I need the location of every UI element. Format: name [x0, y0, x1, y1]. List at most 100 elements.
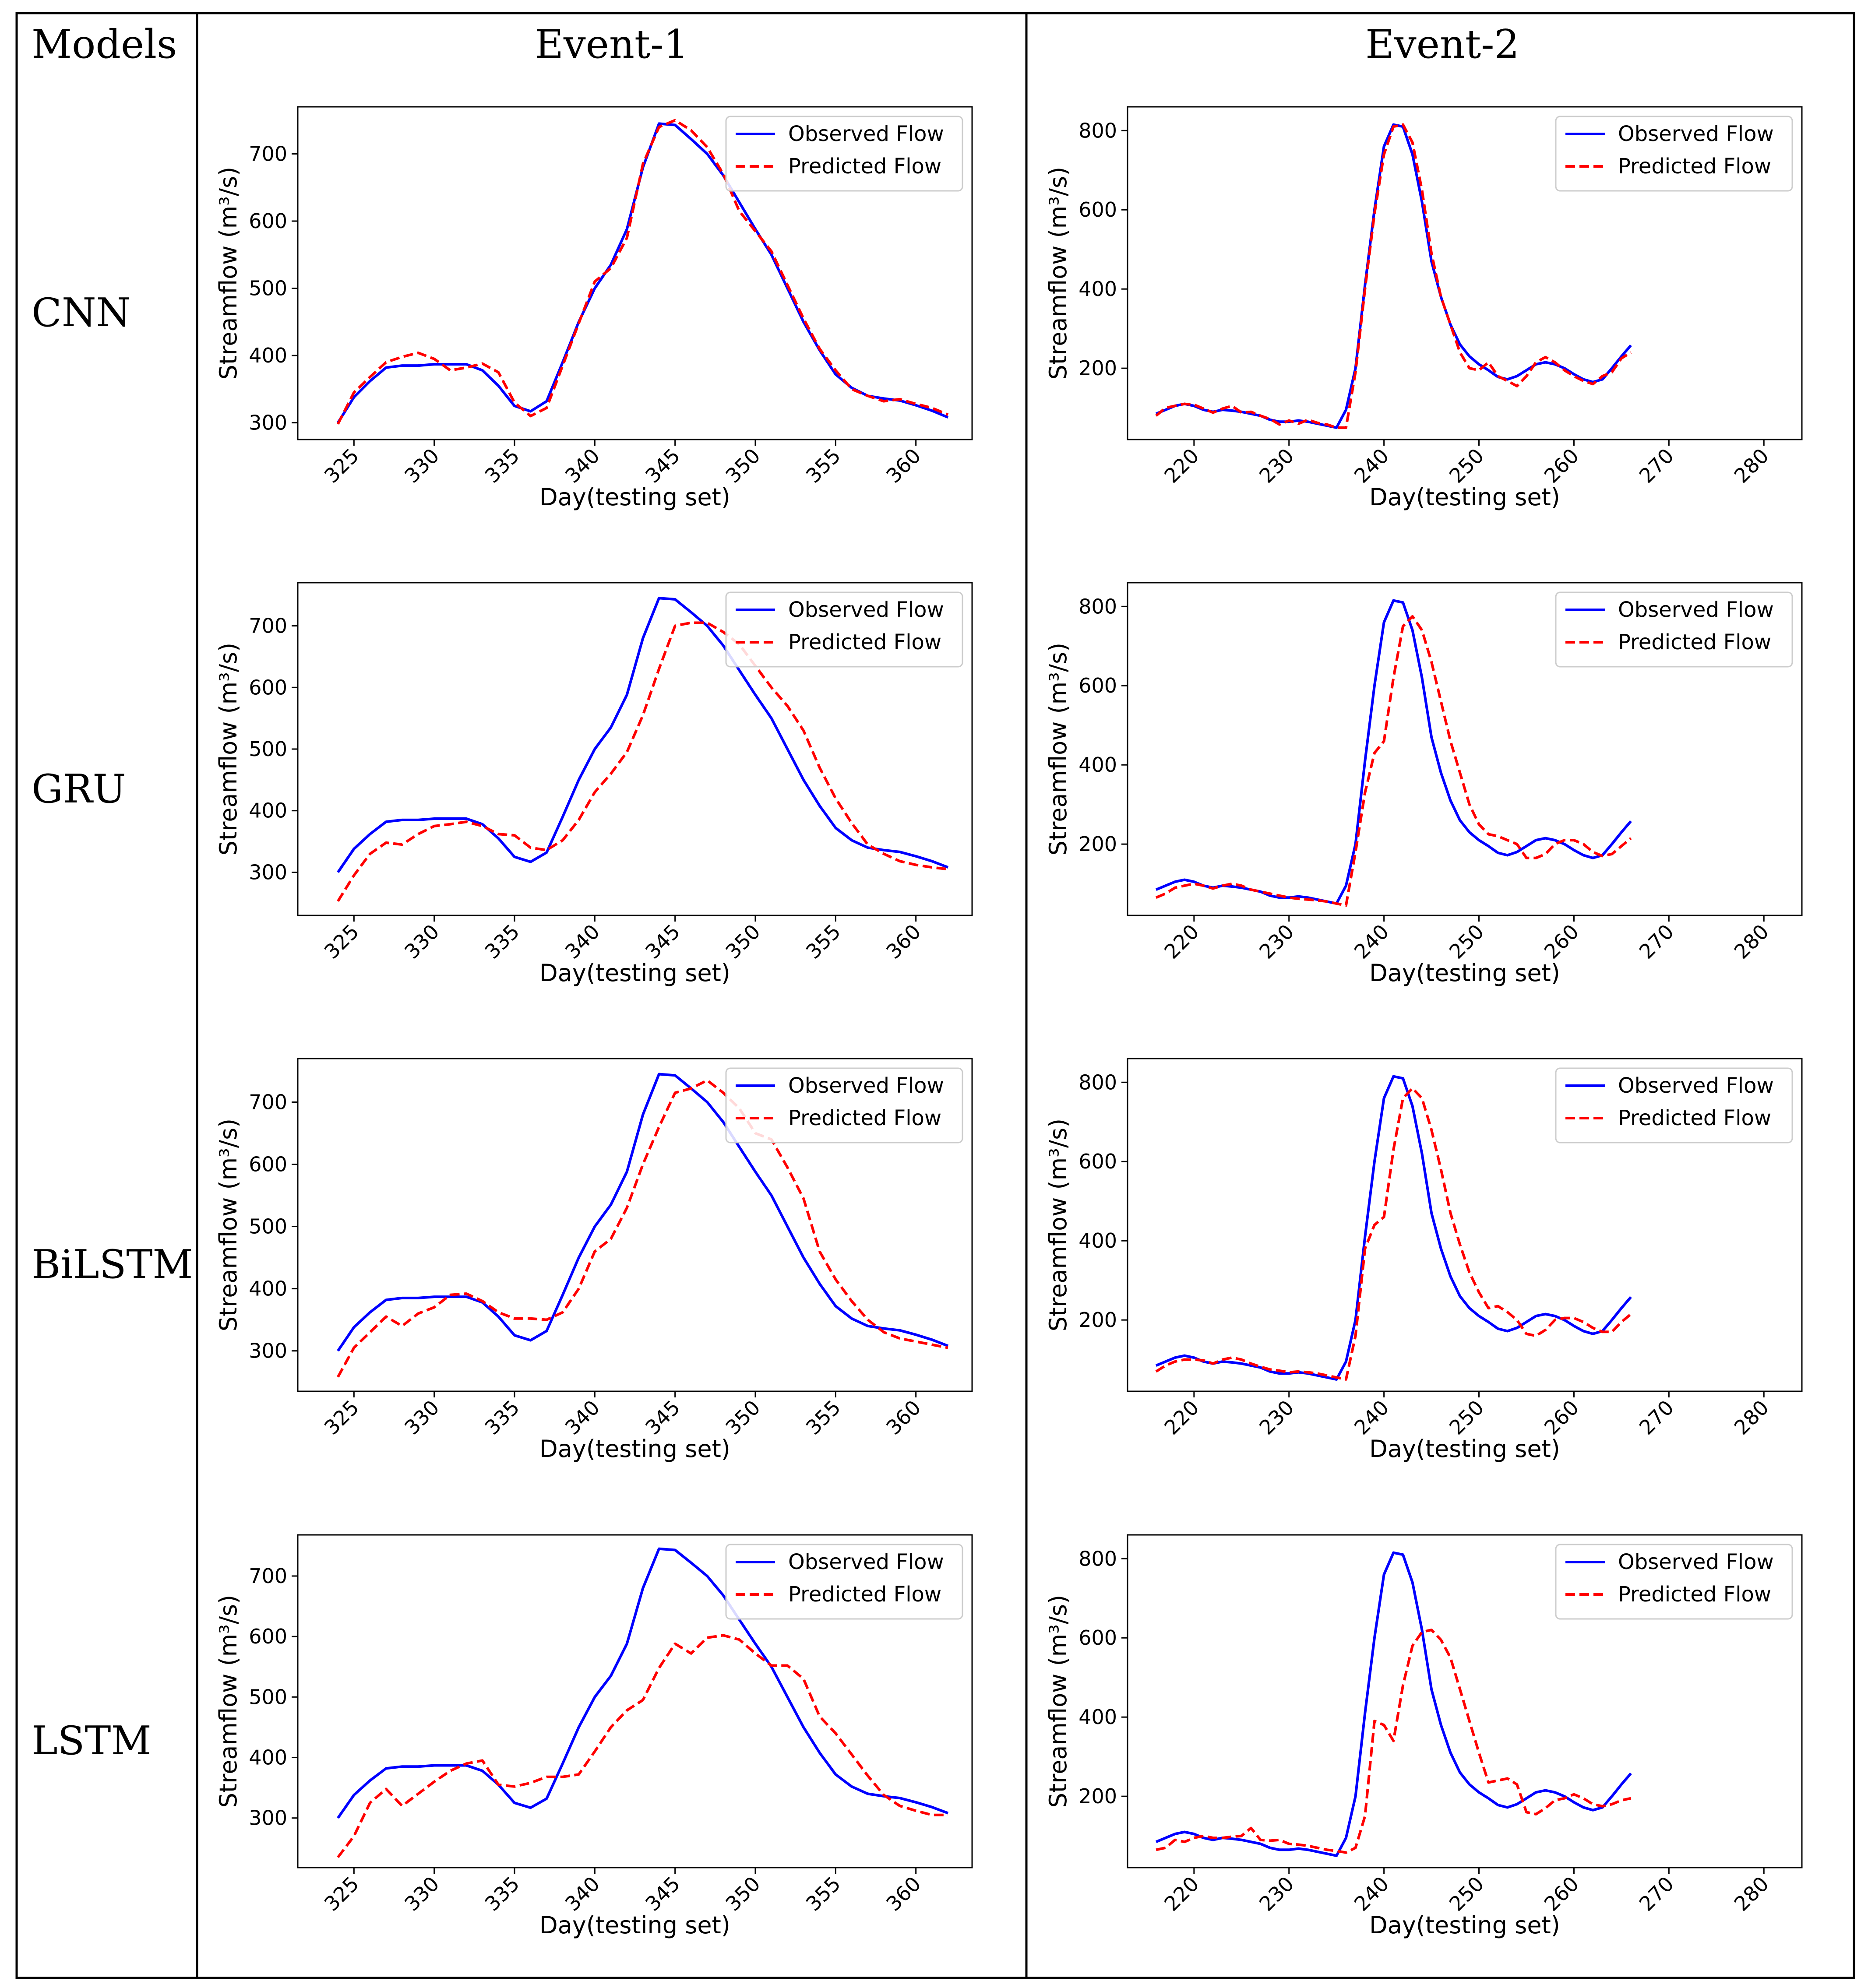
- y-tick-label: 500: [249, 1685, 287, 1709]
- x-axis-label: Day(testing set): [539, 1435, 730, 1463]
- x-tick-label: 325: [320, 444, 363, 488]
- x-axis-label: Day(testing set): [1369, 959, 1560, 987]
- y-tick-label: 200: [1079, 1308, 1117, 1332]
- x-tick-label: 270: [1635, 1872, 1678, 1916]
- x-tick-label: 280: [1730, 1396, 1773, 1439]
- table-grid: [15, 12, 1855, 1979]
- x-tick-label: 250: [1445, 1396, 1488, 1439]
- x-tick-label: 325: [320, 920, 363, 964]
- legend: Observed Flow Predicted Flow: [1555, 591, 1793, 668]
- y-tick-label: 700: [249, 1090, 287, 1114]
- chart-cnn-event1: 300 400 500 600 700 325 330 335 340 345 350 355 360 D…: [215, 106, 973, 511]
- event2-header: Event-2: [1365, 21, 1519, 67]
- y-axis-label: Streamflow (m³/s): [215, 167, 242, 380]
- plot-frame: [1127, 582, 1803, 916]
- y-tick-label: 300: [249, 1339, 287, 1363]
- y-tick-label: 200: [1079, 356, 1117, 380]
- y-tick-label: 400: [249, 1746, 287, 1770]
- plot-frame: [297, 1534, 973, 1868]
- x-tick-label: 230: [1255, 1872, 1298, 1916]
- model-label-cnn: CNN: [32, 290, 130, 336]
- y-tick-label: 700: [249, 614, 287, 638]
- legend-label: Observed Flow: [788, 122, 944, 146]
- predicted-flow-line: [1156, 1629, 1632, 1854]
- x-tick-label: 270: [1635, 1396, 1678, 1439]
- x-tick-label: 360: [881, 444, 925, 488]
- x-tick-label: 335: [480, 1396, 524, 1439]
- chart-gru-event1: 300 400 500 600 700 325 330 335 340 345 350 355 360 D…: [215, 582, 973, 987]
- predicted-flow-line: [337, 1079, 948, 1378]
- x-tick-label: 335: [480, 920, 524, 964]
- legend-label: Predicted Flow: [788, 1582, 941, 1607]
- legend: Observed Flow Predicted Flow: [1555, 116, 1793, 192]
- legend-box: [725, 1067, 963, 1144]
- y-tick-label: 400: [249, 1277, 287, 1301]
- legend: Observed Flow Predicted Flow: [725, 1067, 963, 1144]
- y-tick-label: 600: [249, 1152, 287, 1176]
- x-tick-label: 345: [641, 1872, 684, 1916]
- x-tick-label: 220: [1160, 1396, 1203, 1439]
- observed-flow-line: [337, 597, 949, 873]
- x-tick-label: 260: [1540, 444, 1583, 488]
- legend: Observed Flow Predicted Flow: [725, 591, 963, 668]
- legend-box: [725, 116, 963, 192]
- observed-flow-line: [1155, 123, 1632, 429]
- legend-label: Predicted Flow: [1618, 1582, 1771, 1607]
- x-tick-label: 250: [1445, 920, 1488, 964]
- observed-flow-line: [1155, 1551, 1632, 1857]
- legend-box: [725, 591, 963, 668]
- x-tick-label: 360: [881, 920, 925, 964]
- legend-label: Observed Flow: [1618, 598, 1774, 622]
- x-tick-label: 250: [1445, 444, 1488, 488]
- y-tick-label: 800: [1079, 119, 1117, 142]
- chart-gru-event2: 200 400 600 800 220 230 240 250 260 270 280 Day(tes…: [1044, 582, 1803, 987]
- y-tick-label: 400: [1079, 1705, 1117, 1729]
- y-tick-label: 400: [249, 799, 287, 823]
- y-tick-label: 300: [249, 860, 287, 884]
- y-axis-label: Streamflow (m³/s): [1044, 1595, 1072, 1808]
- x-tick-label: 220: [1160, 1872, 1203, 1916]
- y-tick-label: 800: [1079, 595, 1117, 618]
- x-tick-label: 355: [801, 1872, 845, 1916]
- x-tick-label: 340: [560, 1872, 604, 1916]
- y-tick-label: 200: [1079, 1784, 1117, 1808]
- y-tick-label: 800: [1079, 1070, 1117, 1094]
- x-axis-label: Day(testing set): [539, 483, 730, 511]
- x-tick-label: 260: [1540, 1396, 1583, 1439]
- x-tick-label: 340: [560, 1396, 604, 1439]
- legend-label: Observed Flow: [1618, 1550, 1774, 1574]
- x-tick-label: 355: [801, 444, 845, 488]
- y-tick-label: 400: [1079, 753, 1117, 777]
- x-axis-label: Day(testing set): [539, 959, 730, 987]
- chart-bilstm-event1: 300 400 500 600 700 325 330 335 340 345 350 355 360 D…: [215, 1058, 973, 1463]
- legend-box: [1555, 116, 1793, 192]
- x-tick-label: 325: [320, 1396, 363, 1439]
- legend-label: Predicted Flow: [1618, 1106, 1771, 1130]
- chart-lstm-event1: 300 400 500 600 700 325 330 335 340 345 350 355 360 D…: [215, 1534, 973, 1939]
- y-axis-label: Streamflow (m³/s): [1044, 167, 1072, 380]
- legend-box: [1555, 1067, 1793, 1144]
- x-tick-label: 270: [1635, 444, 1678, 488]
- x-tick-label: 345: [641, 1396, 684, 1439]
- plot-frame: [297, 106, 973, 440]
- y-tick-label: 300: [249, 1806, 287, 1830]
- y-axis-label: Streamflow (m³/s): [1044, 1119, 1072, 1331]
- predicted-flow-line: [337, 1634, 948, 1858]
- x-tick-label: 345: [641, 444, 684, 488]
- x-tick-label: 330: [400, 920, 444, 964]
- legend-box: [725, 1544, 963, 1620]
- y-tick-label: 600: [1079, 198, 1117, 222]
- y-tick-label: 700: [249, 1564, 287, 1588]
- y-tick-label: 500: [249, 737, 287, 761]
- predicted-flow-line: [337, 119, 949, 425]
- models-header: Models: [32, 21, 177, 67]
- x-tick-label: 330: [400, 1872, 444, 1916]
- y-tick-label: 600: [1079, 1626, 1117, 1650]
- y-tick-label: 500: [249, 1215, 287, 1239]
- x-tick-label: 360: [881, 1396, 925, 1439]
- plot-frame: [1127, 1534, 1803, 1868]
- legend-box: [1555, 1544, 1793, 1620]
- legend-label: Predicted Flow: [1618, 154, 1771, 179]
- y-tick-label: 300: [249, 411, 287, 435]
